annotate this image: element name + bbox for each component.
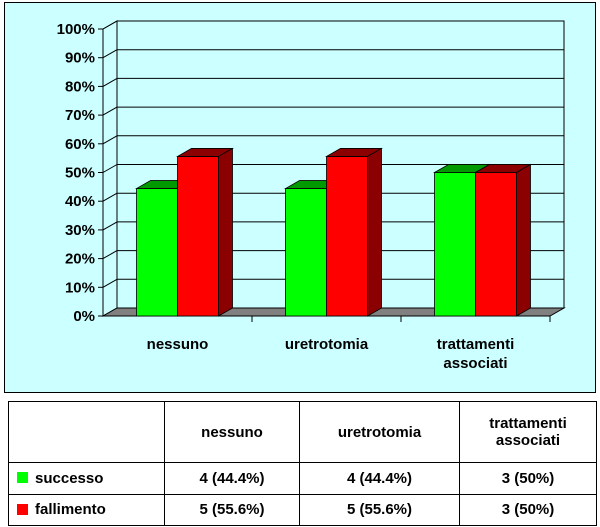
gridline-side [102,250,118,260]
gridline-side [102,106,118,116]
legend-swatch-fallimento [17,503,28,515]
table-cell: 5 (55.6%) [164,493,300,527]
table-cell: 5 (55.6%) [299,493,460,527]
row-label-cell: fallimento [8,493,165,527]
x-tick-label: associati [443,355,507,372]
table-cell: 3 (50%) [459,462,597,495]
x-tick-label: trattamenti [437,336,515,353]
table-header-line: associati [495,432,561,450]
y-tick-label: 30% [65,222,95,239]
gridline-side [102,135,118,145]
gridline-side [102,20,118,30]
gridline-side [102,221,118,231]
y-tick-label: 80% [65,78,95,95]
table-header-cell: nessuno [164,400,300,464]
gridline-side [102,164,118,173]
row-label: successo [35,469,104,487]
row-label: fallimento [35,501,106,519]
x-tick-label: nessuno [147,336,209,353]
row-label-cell: successo [8,462,165,495]
x-tick-label: uretrotomia [285,336,369,353]
table-row: successo 4 (44.4%) 4 (44.4%) 3 (50%) [8,462,597,495]
table-row: fallimento 5 (55.6%) 5 (55.6%) 3 (50%) [8,493,597,527]
y-tick-label: 100% [57,21,95,38]
gridline-side [102,77,118,87]
chart-panel: 0% 10% 20% 30% 40% 50% 60% 70% 80% 90% 100% nessuno… [4,2,596,393]
y-tick-label: 90% [65,50,95,67]
y-tick-label: 40% [65,193,95,210]
gridline-side [102,192,118,202]
y-tick-label: 70% [65,107,95,124]
bar-side [218,147,233,317]
table-corner-cell [8,400,165,464]
bar-side [367,147,382,317]
bar-front [136,188,178,317]
y-tick-label: 10% [65,279,95,296]
bar-front [326,156,368,317]
gridline-side [102,49,118,59]
table-header-cell: trattamenti associati [459,400,597,464]
legend-swatch-successo [17,472,28,484]
table-cell: 4 (44.4%) [299,462,460,495]
table-cell: 3 (50%) [459,493,597,527]
table-header-line: trattamenti [489,415,567,433]
y-tick-label: 0% [73,308,95,325]
bar-front [177,156,219,317]
bar-front [475,172,517,317]
bar-front [285,188,327,317]
table-cell: 4 (44.4%) [164,462,300,495]
table-header-cell: uretrotomia [299,400,460,464]
y-tick-label: 50% [65,165,95,182]
bar-side [516,163,531,317]
y-tick-label: 60% [65,136,95,153]
y-tick-label: 20% [65,251,95,268]
table-header-row: nessuno uretrotomia trattamenti associat… [8,400,597,464]
gridline-side [102,278,118,288]
data-table: nessuno uretrotomia trattamenti associat… [8,400,597,527]
bar-chart: 0% 10% 20% 30% 40% 50% 60% 70% 80% 90% 100% nessuno… [57,20,566,372]
bar-front [434,172,476,317]
